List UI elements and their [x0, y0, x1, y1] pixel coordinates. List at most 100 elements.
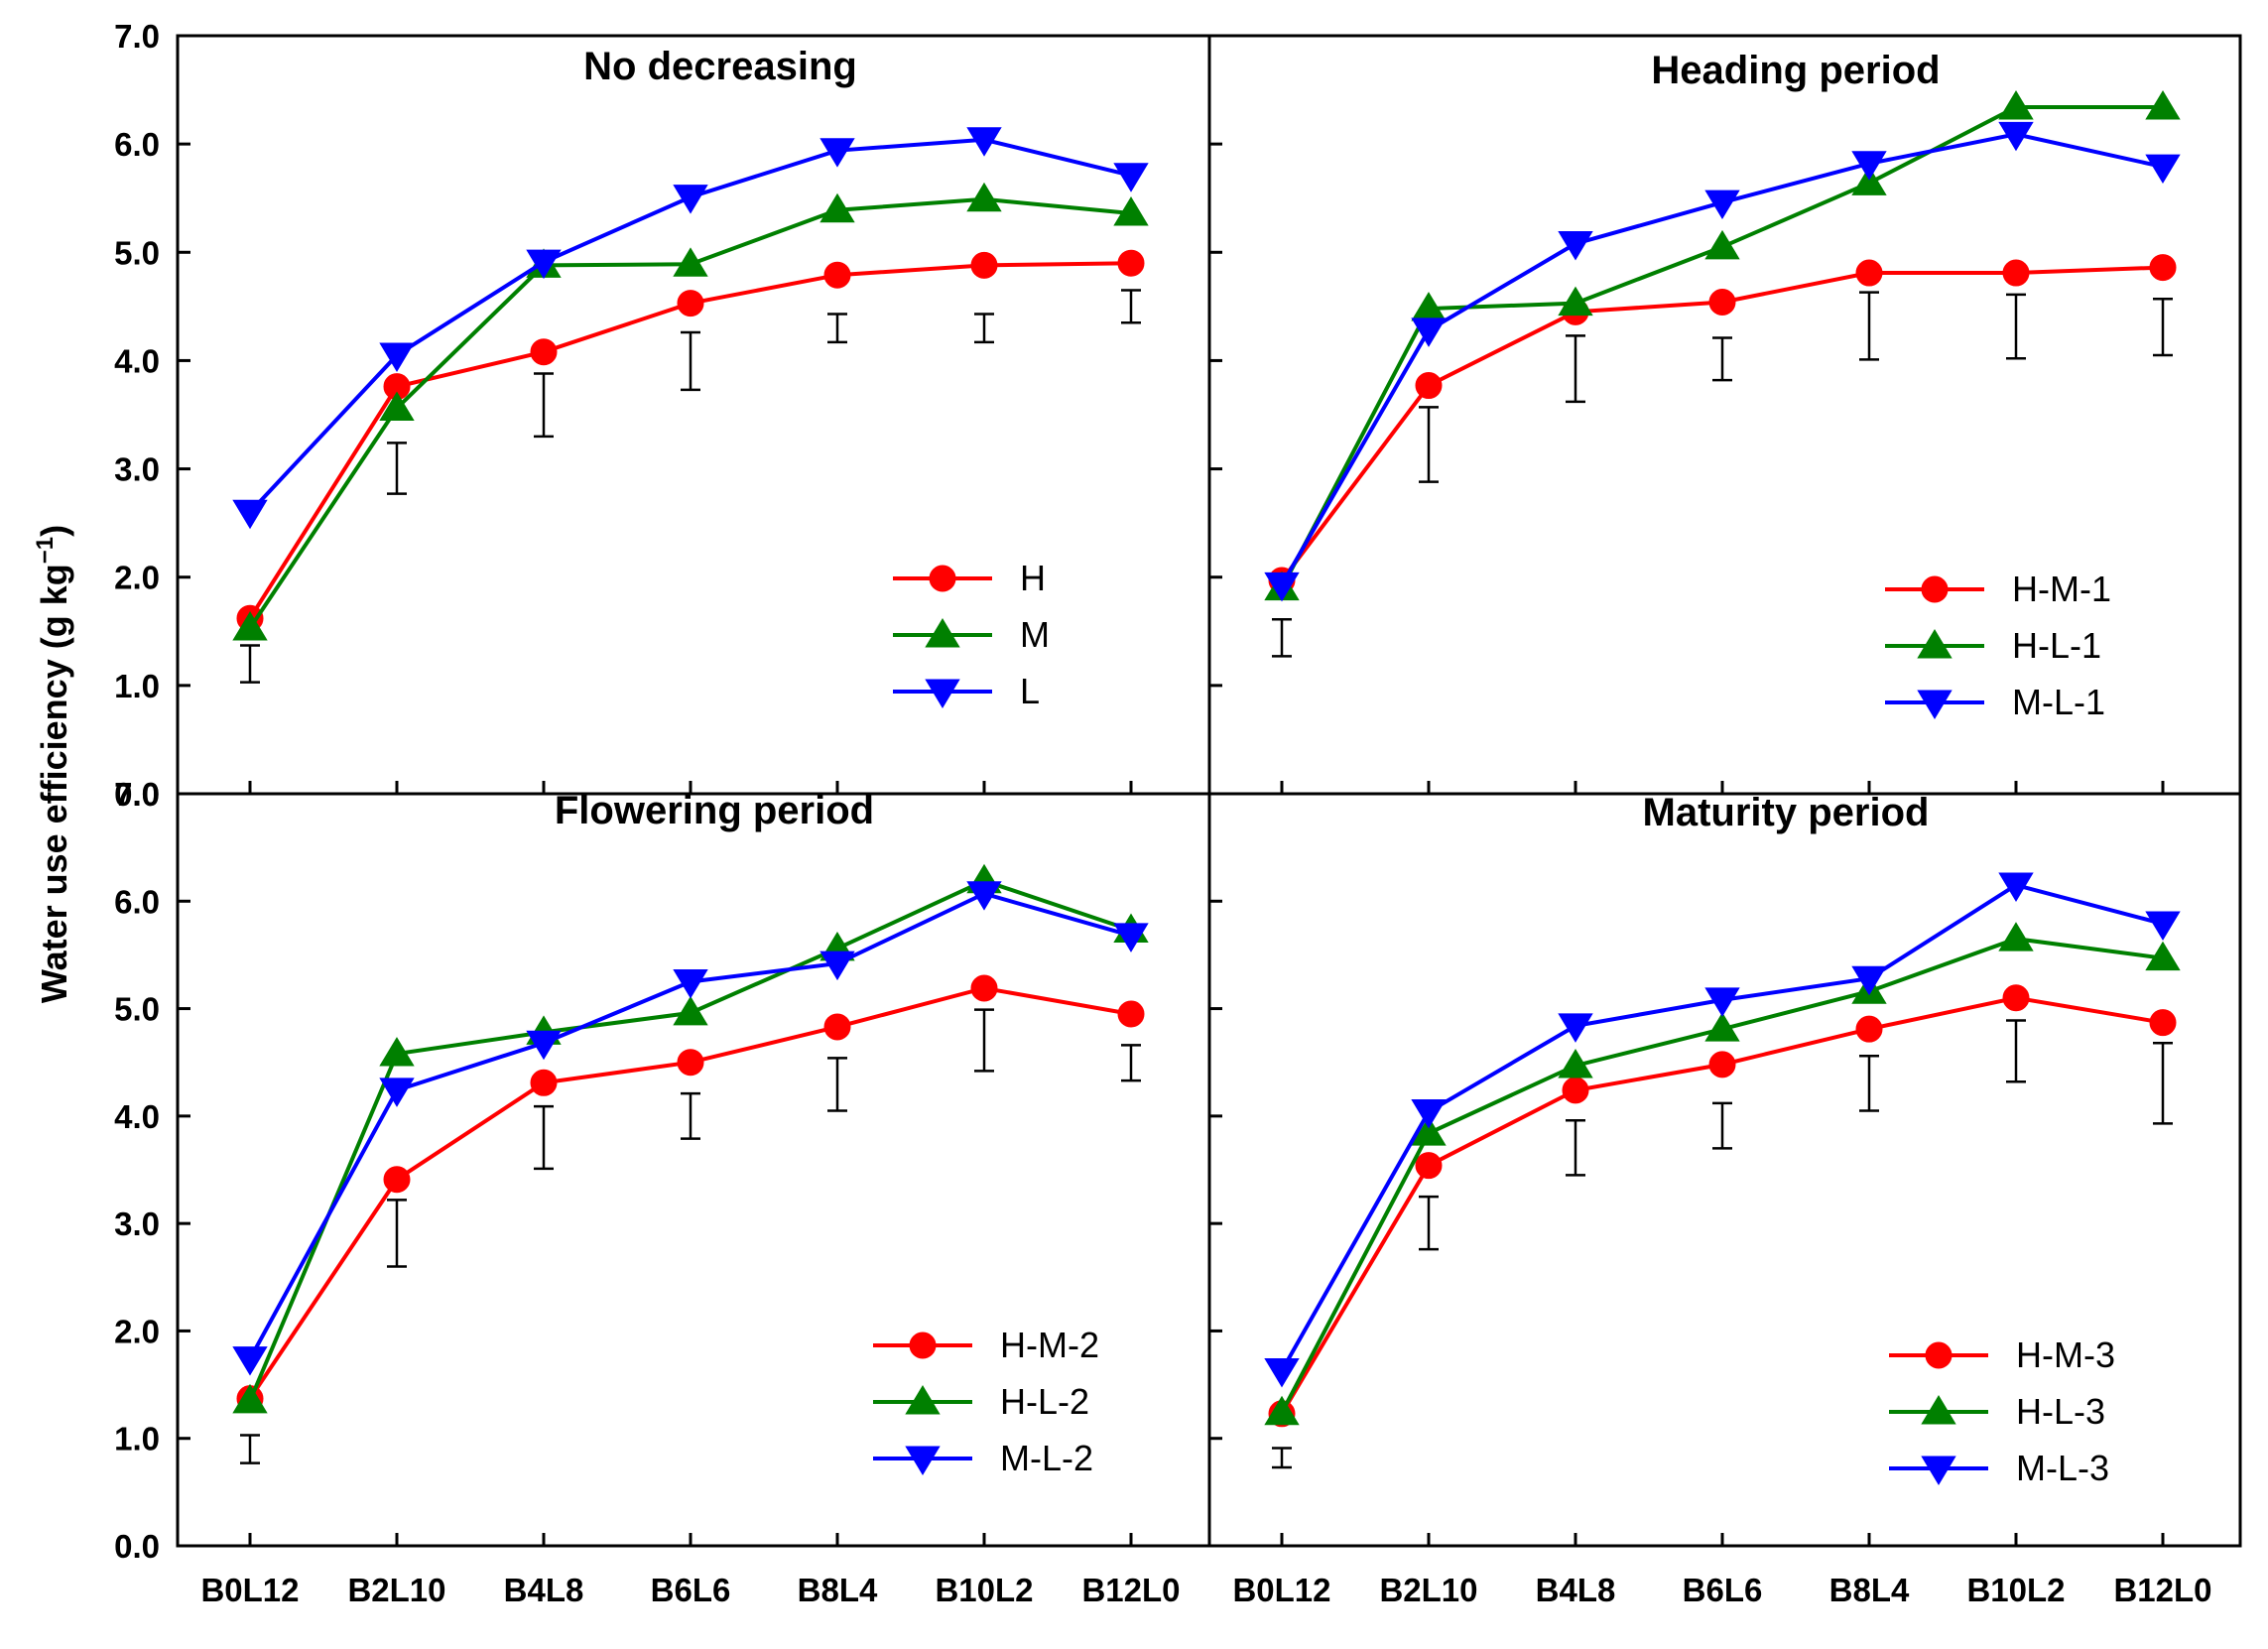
data-point: [1113, 923, 1149, 952]
y-tick-label: 7.0: [114, 18, 160, 55]
error-bar: [2153, 297, 2173, 357]
y-axis-label-text: Water use efficiency (g kg−1): [32, 525, 74, 1003]
error-bar: [2153, 1041, 2173, 1125]
data-point: [1855, 1015, 1883, 1043]
data-point: [379, 391, 415, 421]
series-H: [236, 249, 1145, 632]
legend: H-M-1 H-L-1 M-L-1: [1885, 569, 2111, 722]
data-point: [673, 247, 708, 277]
data-point: [1411, 1116, 1447, 1146]
panel-title: Maturity period: [1643, 791, 1930, 834]
error-bar: [974, 313, 994, 344]
data-point: [232, 499, 268, 530]
panel-4: B0L12 B2L10 B4L8 B6L6 B8L4 B10L2 B12L0 Maturity…: [1207, 791, 2242, 1608]
legend-label: H-M-2: [1000, 1325, 1099, 1365]
data-point: [677, 290, 704, 317]
data-point: [819, 951, 855, 981]
panel-title: Heading period: [1651, 49, 1940, 92]
series-H-M-3: [1268, 984, 2177, 1428]
x-tick-label: B2L10: [347, 1572, 445, 1608]
legend-item: H: [893, 558, 1046, 598]
legend-marker: [905, 1385, 941, 1415]
data-point: [2149, 1009, 2177, 1037]
data-point: [1558, 286, 1593, 317]
series-L: [232, 127, 1149, 530]
error-bar: [2006, 293, 2026, 360]
data-point: [1855, 259, 1883, 287]
error-bar: [1121, 1044, 1141, 1082]
error-bar: [387, 442, 407, 495]
data-point: [1851, 166, 1887, 195]
legend-marker: [925, 618, 960, 648]
data-point: [2002, 259, 2030, 287]
series-M: [232, 182, 1149, 641]
legend-label: L: [1020, 671, 1040, 711]
y-tick-label: 2.0: [114, 1313, 160, 1349]
legend-label: M-L-1: [2012, 682, 2105, 722]
data-point: [1998, 922, 2034, 951]
data-point: [1411, 1099, 1447, 1129]
legend-marker: [905, 1446, 941, 1475]
panel-3: 0.0 1.0 2.0 3.0 4.0 5.0 6.0 7.0 B0L12 B2L10 B4L8 B6…: [114, 776, 1211, 1608]
legend-label: H: [1020, 558, 1046, 598]
y-tick-label: 5.0: [114, 234, 160, 271]
y-axis-label-sup: −1: [32, 537, 59, 564]
error-bar: [240, 1434, 260, 1464]
data-point: [530, 1069, 558, 1096]
error-bar: [1419, 406, 1439, 483]
legend-item: H-L-1: [1885, 625, 2101, 666]
error-bar: [2006, 1019, 2026, 1083]
error-bar: [387, 1199, 407, 1268]
y-tick-label: 7.0: [114, 776, 160, 813]
legend-label: M-L-3: [2016, 1448, 2109, 1488]
data-point: [2145, 90, 2181, 120]
x-tick-label: B12L0: [2113, 1572, 2211, 1608]
x-tick-label: B2L10: [1379, 1572, 1477, 1608]
data-point: [1117, 1000, 1145, 1028]
legend: H-M-2 H-L-2 M-L-2: [873, 1325, 1099, 1478]
x-tick-label: B8L4: [1829, 1572, 1910, 1608]
legend-marker: [925, 679, 960, 708]
data-point: [823, 261, 851, 289]
y-tick-label: 0.0: [114, 776, 160, 813]
legend-item: H-L-2: [873, 1381, 1089, 1422]
legend-marker: [1925, 1341, 1953, 1369]
y-tick-label: 2.0: [114, 560, 160, 596]
data-point: [1558, 1013, 1593, 1043]
data-point: [673, 995, 708, 1026]
data-point: [2002, 984, 2030, 1012]
y-axis-label: Water use efficiency (g kg−1): [32, 525, 74, 1003]
legend-item: M-L-1: [1885, 682, 2105, 722]
series-H-M-2: [236, 974, 1145, 1413]
error-bar: [534, 372, 554, 439]
error-bar: [1272, 1447, 1292, 1469]
legend-item: H-M-3: [1889, 1334, 2115, 1375]
error-bar: [681, 1091, 700, 1140]
legend-marker: [1921, 575, 1949, 603]
data-point: [1415, 372, 1443, 400]
y-axis-label-close: ): [34, 525, 74, 537]
error-bar: [1859, 1054, 1879, 1112]
data-point: [1704, 229, 1740, 260]
x-tick-label: B0L12: [1232, 1572, 1330, 1608]
panels: 0.0 1.0 2.0 3.0 4.0 5.0 6.0 7.0 No decreasing HML…: [114, 18, 2242, 1608]
data-point: [1704, 1012, 1740, 1042]
error-bar: [1566, 334, 1585, 404]
error-bar: [240, 644, 260, 684]
error-bar: [1121, 289, 1141, 324]
x-tick-label: B12L0: [1081, 1572, 1180, 1608]
panel-2: Heading period H-M-1 H-L-1 M-L-1: [1207, 34, 2242, 796]
data-point: [1998, 90, 2034, 120]
error-bar: [1419, 1195, 1439, 1251]
panel-title: No decreasing: [583, 45, 857, 88]
error-bar: [1859, 291, 1879, 361]
x-tick-label: B10L2: [1966, 1572, 2065, 1608]
error-bar: [1712, 336, 1732, 382]
data-point: [673, 185, 708, 214]
legend-marker: [1921, 1395, 1956, 1425]
data-point: [1558, 1048, 1593, 1078]
data-point: [2145, 911, 2181, 941]
data-point: [379, 1037, 415, 1067]
data-point: [526, 1030, 562, 1061]
